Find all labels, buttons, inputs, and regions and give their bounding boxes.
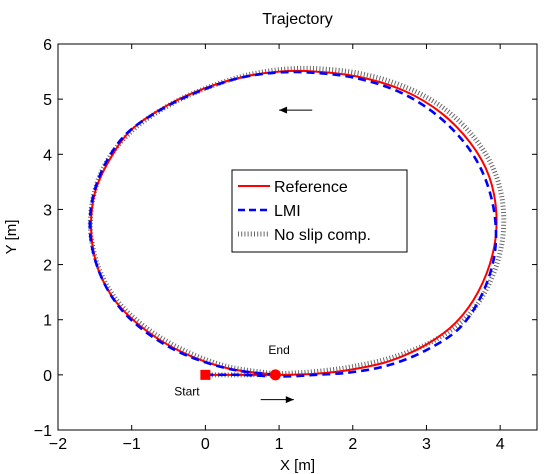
x-tick-label: 3 bbox=[422, 436, 431, 453]
chart-title: Trajectory bbox=[262, 11, 333, 28]
end-marker bbox=[269, 369, 281, 381]
legend: Reference LMI No slip comp. bbox=[231, 169, 408, 253]
start-label: Start bbox=[174, 384, 200, 398]
legend-item: No slip comp. bbox=[238, 227, 371, 244]
legend-item: Reference bbox=[238, 179, 348, 196]
legend-label: No slip comp. bbox=[274, 227, 371, 244]
y-tick-label: 6 bbox=[43, 37, 52, 54]
x-axis-label: X [m] bbox=[280, 457, 315, 474]
legend-item: LMI bbox=[238, 203, 301, 220]
x-tick-label: 0 bbox=[201, 436, 210, 453]
arrow-bottom bbox=[260, 396, 294, 404]
y-tick-label: 5 bbox=[43, 92, 52, 109]
series-lmi bbox=[88, 70, 498, 378]
marker-layer bbox=[200, 369, 281, 381]
y-tick-label: 3 bbox=[43, 202, 52, 219]
y-tick-label: 1 bbox=[43, 313, 52, 330]
legend-label: Reference bbox=[274, 179, 348, 196]
series-reference bbox=[90, 69, 498, 376]
y-axis-label: Y [m] bbox=[3, 220, 20, 255]
y-tick-label: −1 bbox=[34, 423, 52, 440]
legend-label: LMI bbox=[274, 203, 301, 220]
x-tick-label: −2 bbox=[49, 436, 67, 453]
x-tick-label: 4 bbox=[496, 436, 505, 453]
y-tick-label: 2 bbox=[43, 258, 52, 275]
x-tick-label: 1 bbox=[275, 436, 284, 453]
end-label: End bbox=[268, 343, 289, 357]
series-layer bbox=[87, 65, 507, 378]
arrow-top bbox=[279, 106, 313, 114]
y-tick-label: 4 bbox=[43, 147, 52, 164]
x-tick-label: −1 bbox=[123, 436, 141, 453]
x-tick-label: 2 bbox=[348, 436, 357, 453]
start-marker bbox=[200, 369, 211, 380]
plot-frame bbox=[57, 43, 538, 431]
y-tick-label: 0 bbox=[43, 368, 52, 385]
annotation-layer: Start End bbox=[174, 106, 313, 404]
